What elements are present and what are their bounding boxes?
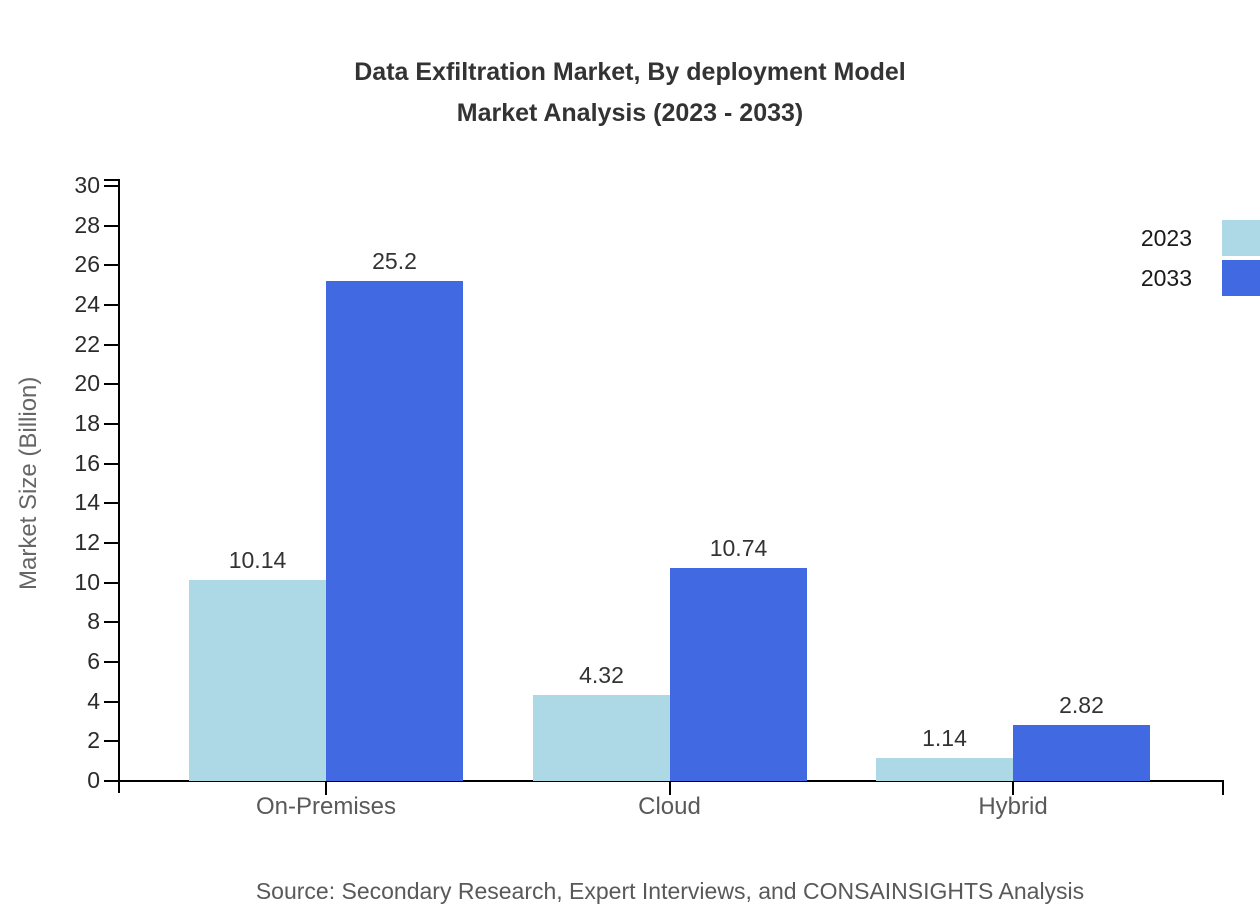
y-tick [104, 225, 118, 227]
legend-label-2023: 2023 [1140, 224, 1192, 251]
y-tick [104, 344, 118, 346]
legend-item-2023: 2023 [1141, 218, 1260, 258]
y-axis-line [118, 179, 120, 793]
legend-label-2033: 2033 [1140, 264, 1192, 291]
category-label-on-premises: On-Premises [255, 793, 397, 820]
y-tick-label: 10 [74, 569, 100, 595]
y-tick-label: 8 [87, 608, 100, 634]
category-label-hybrid: Hybrid [978, 793, 1048, 820]
x-tick [668, 781, 671, 795]
y-tick [104, 383, 118, 385]
y-tick-label: 14 [74, 489, 100, 515]
y-axis-end-cap [104, 179, 120, 181]
legend-swatch-2023 [1222, 220, 1260, 256]
y-tick-label: 12 [74, 529, 100, 555]
chart-title: Data Exfiltration Market, By deployment … [0, 52, 1260, 134]
bar-2033-cloud [670, 568, 807, 781]
y-tick [104, 264, 118, 266]
legend-swatch-2033 [1222, 260, 1260, 296]
y-tick [104, 304, 118, 306]
y-tick-label: 30 [74, 172, 100, 198]
y-tick [104, 780, 118, 782]
x-tick [1012, 781, 1014, 795]
y-tick [104, 582, 118, 584]
y-tick [104, 423, 118, 425]
legend: 2023 2033 [1141, 218, 1260, 298]
y-tick-label: 18 [74, 410, 100, 436]
bar-value-2033-cloud: 10.74 [709, 535, 768, 561]
y-tick [104, 185, 118, 187]
y-tick-label: 2 [87, 727, 100, 753]
bar-2033-on-premises [326, 281, 463, 781]
bar-2023-on-premises [189, 580, 326, 781]
bar-2023-cloud [533, 695, 670, 781]
y-tick [104, 621, 118, 623]
source-note: Source: Secondary Research, Expert Inter… [255, 878, 1085, 904]
x-tick [325, 781, 327, 795]
y-tick-label: 0 [87, 767, 100, 793]
y-tick [104, 542, 118, 544]
chart-title-line1: Data Exfiltration Market, By deployment … [354, 58, 906, 86]
y-tick-label: 6 [87, 648, 100, 674]
x-axis-end-cap [1222, 780, 1224, 795]
bar-value-2023-hybrid: 1.14 [922, 725, 967, 751]
y-tick-label: 26 [74, 251, 100, 277]
category-label-cloud: Cloud [638, 793, 701, 820]
legend-item-2033: 2033 [1141, 258, 1260, 298]
y-tick [104, 463, 118, 465]
bar-value-2033-on-premises: 25.2 [372, 248, 417, 274]
y-tick [104, 701, 118, 703]
y-tick-label: 20 [74, 370, 100, 396]
y-tick-label: 16 [74, 450, 100, 476]
y-tick-label: 4 [87, 688, 100, 714]
chart-title-line2: Market Analysis (2023 - 2033) [456, 99, 804, 127]
y-tick [104, 502, 118, 504]
x-axis-line [118, 780, 1224, 782]
bar-value-2023-cloud: 4.32 [579, 662, 624, 688]
y-tick [104, 740, 118, 742]
bar-value-2033-hybrid: 2.82 [1059, 692, 1104, 718]
y-tick [104, 661, 118, 663]
bar-value-2023-on-premises: 10.14 [228, 547, 287, 573]
y-tick-label: 28 [74, 212, 100, 238]
bar-2023-hybrid [876, 758, 1013, 781]
y-tick-label: 22 [74, 331, 100, 357]
y-tick-label: 24 [74, 291, 100, 317]
bar-2033-hybrid [1013, 725, 1150, 781]
